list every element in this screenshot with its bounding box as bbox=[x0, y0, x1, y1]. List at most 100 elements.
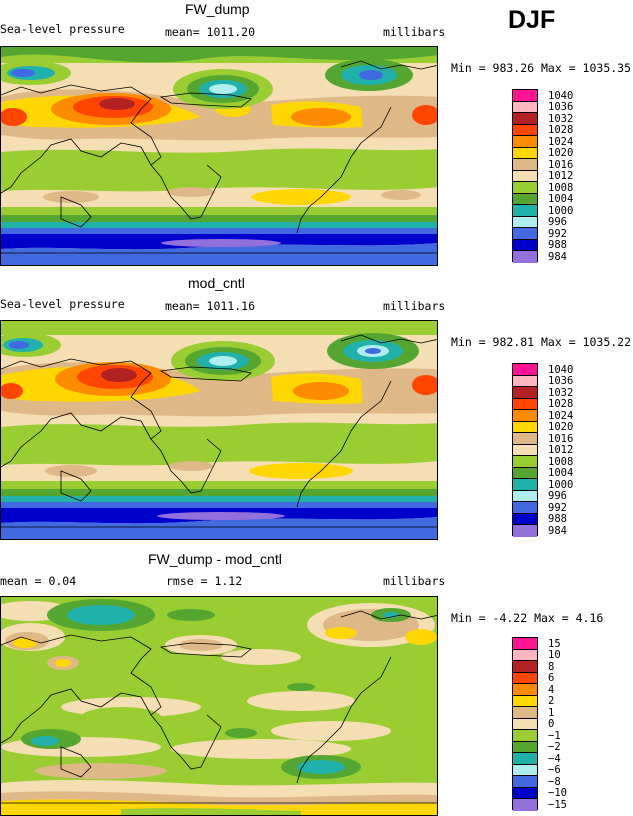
mean-value: mean = 0.04 bbox=[0, 574, 77, 588]
colorbar-swatch bbox=[513, 421, 537, 433]
colorbar-label: 1004 bbox=[548, 193, 574, 205]
colorbar-label: 996 bbox=[548, 216, 567, 228]
panel-title: mod_cntl bbox=[188, 275, 245, 291]
colorbar-label: 1032 bbox=[548, 387, 574, 399]
difference-map-contours bbox=[1, 597, 437, 815]
colorbar-swatch bbox=[513, 398, 537, 410]
colorbar-label: −1 bbox=[548, 730, 561, 742]
colorbar-label: 992 bbox=[548, 228, 567, 240]
season-label: DJF bbox=[508, 6, 556, 34]
colorbar-label: 1004 bbox=[548, 467, 574, 479]
colorbar-label: −8 bbox=[548, 776, 561, 788]
colorbar-label: 15 bbox=[548, 638, 561, 650]
colorbar-swatch bbox=[513, 467, 537, 479]
colorbar-label: 988 bbox=[548, 513, 567, 525]
colorbar-swatch bbox=[513, 799, 537, 811]
colorbar-label: 1 bbox=[548, 707, 555, 719]
min-max-label: Min = -4.22 Max = 4.16 bbox=[451, 611, 604, 625]
colorbar-swatch bbox=[513, 101, 537, 113]
units-label: millibars bbox=[383, 574, 446, 588]
colorbar-label: −15 bbox=[548, 799, 567, 811]
colorbar-label: −4 bbox=[548, 753, 561, 765]
colorbar-label: −10 bbox=[548, 787, 567, 799]
colorbar-swatch bbox=[513, 433, 537, 445]
colorbar-label: 8 bbox=[548, 661, 555, 673]
colorbar-label: 984 bbox=[548, 251, 567, 263]
colorbar-label: 6 bbox=[548, 672, 555, 684]
colorbar-label: 1020 bbox=[548, 421, 574, 433]
colorbar-label: 4 bbox=[548, 684, 555, 696]
colorbar bbox=[512, 363, 538, 537]
colorbar-swatch bbox=[513, 787, 537, 799]
colorbar-swatch bbox=[513, 741, 537, 753]
colorbar-swatch bbox=[513, 776, 537, 788]
colorbar-swatch bbox=[513, 718, 537, 730]
colorbar-label: 992 bbox=[548, 502, 567, 514]
colorbar-swatch bbox=[513, 456, 537, 468]
colorbar-label: 1024 bbox=[548, 136, 574, 148]
colorbar-swatch bbox=[513, 490, 537, 502]
colorbar-label: 1008 bbox=[548, 456, 574, 468]
mean-value: mean= 1011.20 bbox=[165, 25, 256, 39]
colorbar-swatch bbox=[513, 753, 537, 765]
colorbar-label: 1016 bbox=[548, 159, 574, 171]
colorbar-label: 2 bbox=[548, 695, 555, 707]
colorbar-label: 996 bbox=[548, 490, 567, 502]
colorbar-label: 1012 bbox=[548, 170, 574, 182]
colorbar-label: 984 bbox=[548, 525, 567, 537]
colorbar-swatch bbox=[513, 205, 537, 217]
min-max-label: Min = 983.26 Max = 1035.35 bbox=[451, 61, 632, 75]
colorbar-swatch bbox=[513, 513, 537, 525]
colorbar-label: 1024 bbox=[548, 410, 574, 422]
colorbar-label: 0 bbox=[548, 718, 555, 730]
colorbar-label: −6 bbox=[548, 764, 561, 776]
colorbar-swatch bbox=[513, 216, 537, 228]
colorbar-swatch bbox=[513, 136, 537, 148]
colorbar-swatch bbox=[513, 684, 537, 696]
colorbar-label: 988 bbox=[548, 239, 567, 251]
pressure-map bbox=[0, 46, 438, 266]
colorbar-swatch bbox=[513, 147, 537, 159]
colorbar-label: 1028 bbox=[548, 124, 574, 136]
colorbar-swatch bbox=[513, 90, 537, 102]
colorbar-label: 1008 bbox=[548, 182, 574, 194]
colorbar-swatch bbox=[513, 193, 537, 205]
mean-value: mean= 1011.16 bbox=[165, 299, 256, 313]
colorbar-swatch bbox=[513, 695, 537, 707]
colorbar-swatch bbox=[513, 707, 537, 719]
variable-label: Sea-level pressure bbox=[0, 297, 125, 311]
colorbar-swatch bbox=[513, 638, 537, 650]
colorbar-swatch bbox=[513, 251, 537, 263]
colorbar-swatch bbox=[513, 364, 537, 376]
colorbar-label: 1000 bbox=[548, 479, 574, 491]
pressure-map-contours bbox=[1, 47, 437, 265]
colorbar-label: 1020 bbox=[548, 147, 574, 159]
colorbar-swatch bbox=[513, 764, 537, 776]
colorbar-swatch bbox=[513, 387, 537, 399]
colorbar-label: 10 bbox=[548, 649, 561, 661]
colorbar-swatch bbox=[513, 661, 537, 673]
colorbar-swatch bbox=[513, 228, 537, 240]
colorbar-swatch bbox=[513, 649, 537, 661]
pressure-map bbox=[0, 320, 438, 540]
colorbar-label: 1028 bbox=[548, 398, 574, 410]
colorbar-swatch bbox=[513, 124, 537, 136]
panel-title: FW_dump - mod_cntl bbox=[148, 551, 282, 567]
colorbar-label: −2 bbox=[548, 741, 561, 753]
colorbar-swatch bbox=[513, 410, 537, 422]
difference-map bbox=[0, 596, 438, 816]
colorbar-swatch bbox=[513, 502, 537, 514]
units-label: millibars bbox=[383, 299, 446, 313]
colorbar-swatch bbox=[513, 375, 537, 387]
colorbar-swatch bbox=[513, 479, 537, 491]
pressure-map-contours bbox=[1, 321, 437, 539]
colorbar-swatch bbox=[513, 525, 537, 537]
colorbar-swatch bbox=[513, 182, 537, 194]
min-max-label: Min = 982.81 Max = 1035.22 bbox=[451, 335, 632, 349]
colorbar bbox=[512, 637, 538, 811]
colorbar-swatch bbox=[513, 444, 537, 456]
colorbar-swatch bbox=[513, 239, 537, 251]
colorbar-label: 1016 bbox=[548, 433, 574, 445]
colorbar-label: 1032 bbox=[548, 113, 574, 125]
variable-label: Sea-level pressure bbox=[0, 22, 125, 36]
